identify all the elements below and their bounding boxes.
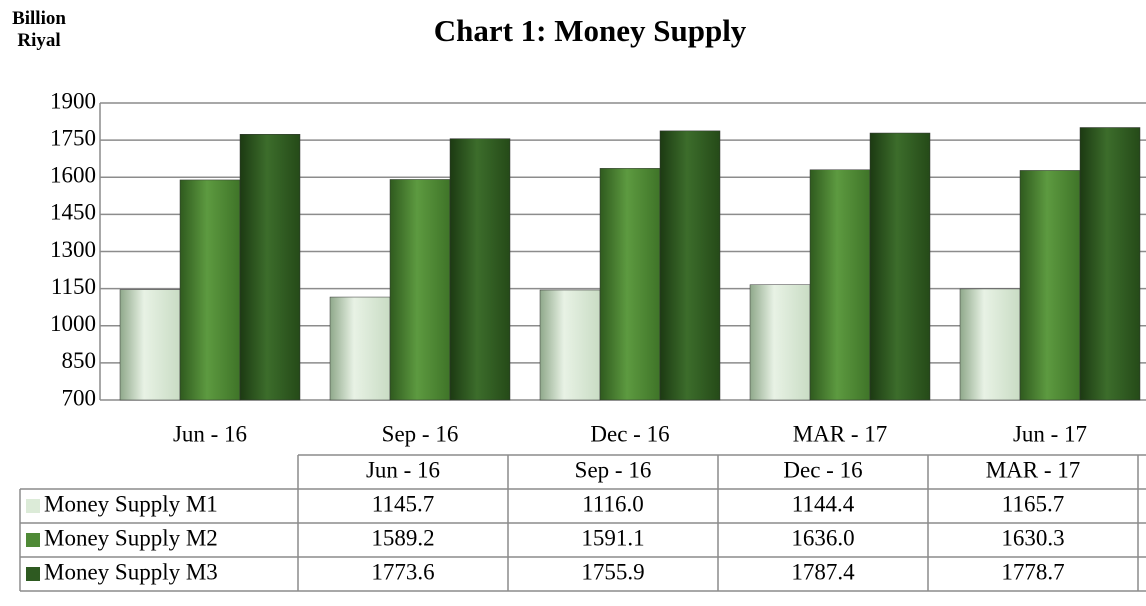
bar [749, 284, 811, 401]
x-tick-label: Dec - 16 [590, 421, 669, 446]
x-tick-label: MAR - 17 [793, 421, 888, 446]
table-value: 1145.7 [372, 491, 434, 516]
table-value: 1116.0 [582, 491, 644, 516]
y-tick-label: 1150 [51, 274, 96, 299]
table-value: 1165.7 [1002, 491, 1064, 516]
bar [659, 130, 721, 401]
table-header: MAR - 17 [986, 457, 1081, 482]
table-header: Dec - 16 [783, 457, 862, 482]
legend-swatch [26, 567, 40, 581]
legend-label: Money Supply M3 [44, 559, 218, 584]
y-tick-label: 1750 [50, 125, 96, 150]
y-axis-label: Billion Riyal [12, 8, 66, 51]
y-tick-label: 1300 [50, 237, 96, 262]
y-tick-label: 1600 [50, 163, 96, 188]
y-tick-label: 1900 [50, 88, 96, 113]
bar [449, 138, 511, 401]
table-value: 1630.3 [1001, 525, 1064, 550]
bar [329, 296, 391, 401]
x-tick-label: Jun - 17 [1013, 421, 1087, 446]
bar [809, 169, 871, 401]
y-axis-label-box: Billion Riyal [12, 8, 66, 51]
bar [1019, 170, 1081, 401]
legend-label: Money Supply M1 [44, 491, 218, 516]
y-tick-label: 1000 [50, 311, 96, 336]
table-header: Jun - 16 [366, 457, 440, 482]
y-tick-label: 850 [62, 348, 97, 373]
table-value: 1778.7 [1001, 559, 1064, 584]
table-value: 1591.1 [581, 525, 644, 550]
bar [599, 168, 661, 401]
y-tick-label: 700 [62, 385, 97, 410]
bar [869, 132, 931, 401]
table-value: 1589.2 [371, 525, 434, 550]
x-tick-label: Jun - 16 [173, 421, 247, 446]
bar [179, 179, 241, 401]
table-header: Sep - 16 [575, 457, 652, 482]
table-value: 1787.4 [791, 559, 855, 584]
table-value: 1636.0 [791, 525, 854, 550]
chart-title: Chart 1: Money Supply [434, 13, 747, 48]
legend-swatch [26, 499, 40, 513]
x-tick-label: Sep - 16 [382, 421, 459, 446]
bar [119, 289, 181, 401]
table-value: 1755.9 [581, 559, 644, 584]
bar [1079, 127, 1141, 401]
legend-swatch [26, 533, 40, 547]
table-value: 1144.4 [792, 491, 855, 516]
bar [539, 289, 601, 401]
legend-label: Money Supply M2 [44, 525, 218, 550]
bar [959, 288, 1021, 401]
bar [239, 134, 301, 401]
bar [389, 179, 451, 401]
y-tick-label: 1450 [50, 200, 96, 225]
table-value: 1773.6 [371, 559, 434, 584]
